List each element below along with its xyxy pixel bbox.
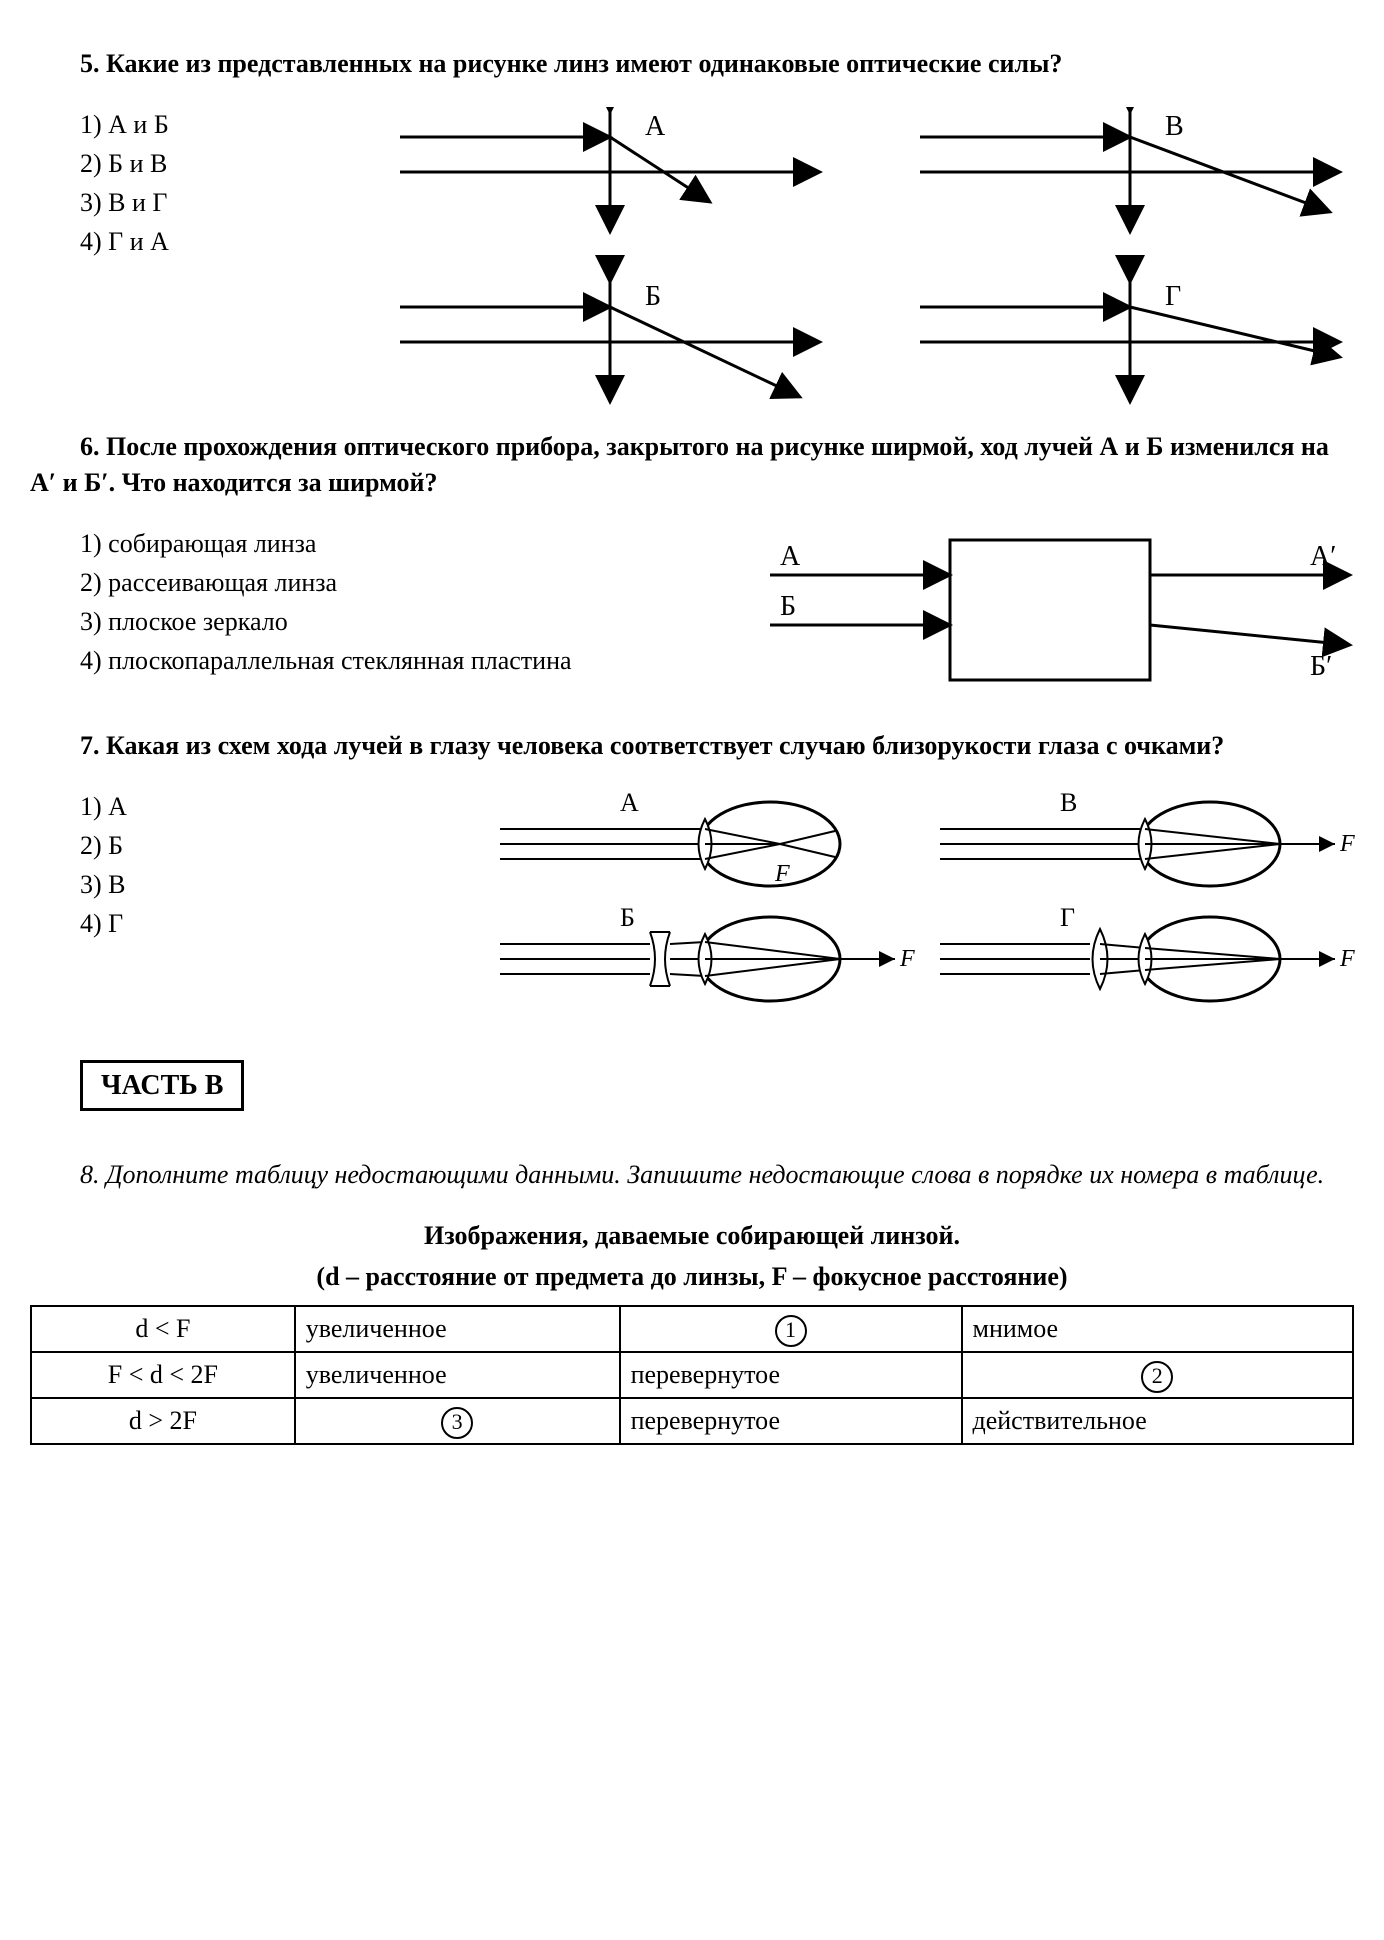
q8-prompt: 8. Дополните таблицу недостающими данным… xyxy=(30,1157,1354,1192)
q6-opt-3: 3) плоское зеркало xyxy=(80,604,740,639)
cell-1-1: увеличенное xyxy=(295,1352,620,1398)
q5-label-g: Г xyxy=(1165,281,1181,312)
q7-lbl-b: Б xyxy=(620,903,635,932)
q5-svg: А В Б xyxy=(380,107,1360,427)
q7-svg: А F В xyxy=(490,789,1370,1009)
table-row: d > 2F 3 перевернутое действительное xyxy=(31,1398,1353,1444)
q6-svg: А Б А′ Б′ xyxy=(750,530,1370,690)
q7-f-b: F xyxy=(899,946,915,972)
part-b-heading: ЧАСТЬ В xyxy=(80,1060,244,1112)
q7-lbl-a: А xyxy=(620,789,639,817)
q6-options: 1) собирающая линза 2) рассеивающая линз… xyxy=(80,526,740,678)
q6-label-ap: А′ xyxy=(1310,541,1336,572)
q7-f-a: F xyxy=(774,861,790,887)
cell-0-1: увеличенное xyxy=(295,1306,620,1352)
cell-1-0: F < d < 2F xyxy=(31,1352,295,1398)
q7-diagrams: А F В xyxy=(490,789,1370,1009)
q6-opt-2: 2) рассеивающая линза xyxy=(80,565,740,600)
cell-1-2: перевернутое xyxy=(620,1352,962,1398)
q6-prompt: 6. После прохождения оптического прибора… xyxy=(30,429,1354,499)
q5-text: Какие из представленных на рисунке линз … xyxy=(106,49,1062,78)
cell-2-2: перевернутое xyxy=(620,1398,962,1444)
q6-opt-1: 1) собирающая линза xyxy=(80,526,740,561)
q8-table: d < F увеличенное 1 мнимое F < d < 2F ув… xyxy=(30,1305,1354,1445)
q8-number: 8. xyxy=(80,1160,100,1189)
cell-2-0: d > 2F xyxy=(31,1398,295,1444)
circled-3: 3 xyxy=(441,1407,473,1439)
q5-prompt: 5. Какие из представленных на рисунке ли… xyxy=(30,46,1354,81)
circled-1: 1 xyxy=(775,1315,807,1347)
q7-lbl-g: Г xyxy=(1060,903,1075,932)
q5-label-b: Б xyxy=(645,281,661,312)
circled-2: 2 xyxy=(1141,1361,1173,1393)
q5-label-a: А xyxy=(645,111,666,142)
q6-label-bp: Б′ xyxy=(1310,651,1332,682)
q7-text: Какая из схем хода лучей в глазу человек… xyxy=(106,731,1224,760)
question-7: 7. Какая из схем хода лучей в глазу чело… xyxy=(30,728,1354,1025)
table-row: F < d < 2F увеличенное перевернутое 2 xyxy=(31,1352,1353,1398)
q6-number: 6. xyxy=(80,432,100,461)
q8-text: Дополните таблицу недостающими данными. … xyxy=(106,1160,1324,1189)
cell-0-3: мнимое xyxy=(962,1306,1354,1352)
cell-2-1: 3 xyxy=(295,1398,620,1444)
cell-0-2: 1 xyxy=(620,1306,962,1352)
question-5: 5. Какие из представленных на рисунке ли… xyxy=(30,46,1354,403)
q7-f-g: F xyxy=(1339,946,1355,972)
q7-f-v: F xyxy=(1339,831,1355,857)
table-row: d < F увеличенное 1 мнимое xyxy=(31,1306,1353,1352)
q5-diagrams: А В Б xyxy=(380,107,1360,427)
question-6: 6. После прохождения оптического прибора… xyxy=(30,429,1354,678)
q8-title: Изображения, даваемые собирающей линзой. xyxy=(30,1218,1354,1253)
cell-2-3: действительное xyxy=(962,1398,1354,1444)
q6-opt-4: 4) плоскопараллельная стеклянная пластин… xyxy=(80,643,740,678)
q7-prompt: 7. Какая из схем хода лучей в глазу чело… xyxy=(30,728,1354,763)
cell-1-3: 2 xyxy=(962,1352,1354,1398)
question-8: 8. Дополните таблицу недостающими данным… xyxy=(30,1157,1354,1444)
q7-lbl-v: В xyxy=(1060,789,1077,817)
cell-0-0: d < F xyxy=(31,1306,295,1352)
q5-label-v: В xyxy=(1165,111,1184,142)
q8-subtitle: (d – расстояние от предмета до линзы, F … xyxy=(30,1259,1354,1294)
q6-label-b: Б xyxy=(780,591,796,622)
q7-number: 7. xyxy=(80,731,100,760)
q5-number: 5. xyxy=(80,49,100,78)
q6-diagram: А Б А′ Б′ xyxy=(750,530,1370,690)
q6-text: После прохождения оптического прибора, з… xyxy=(30,432,1329,496)
q6-label-a: А xyxy=(780,541,801,572)
